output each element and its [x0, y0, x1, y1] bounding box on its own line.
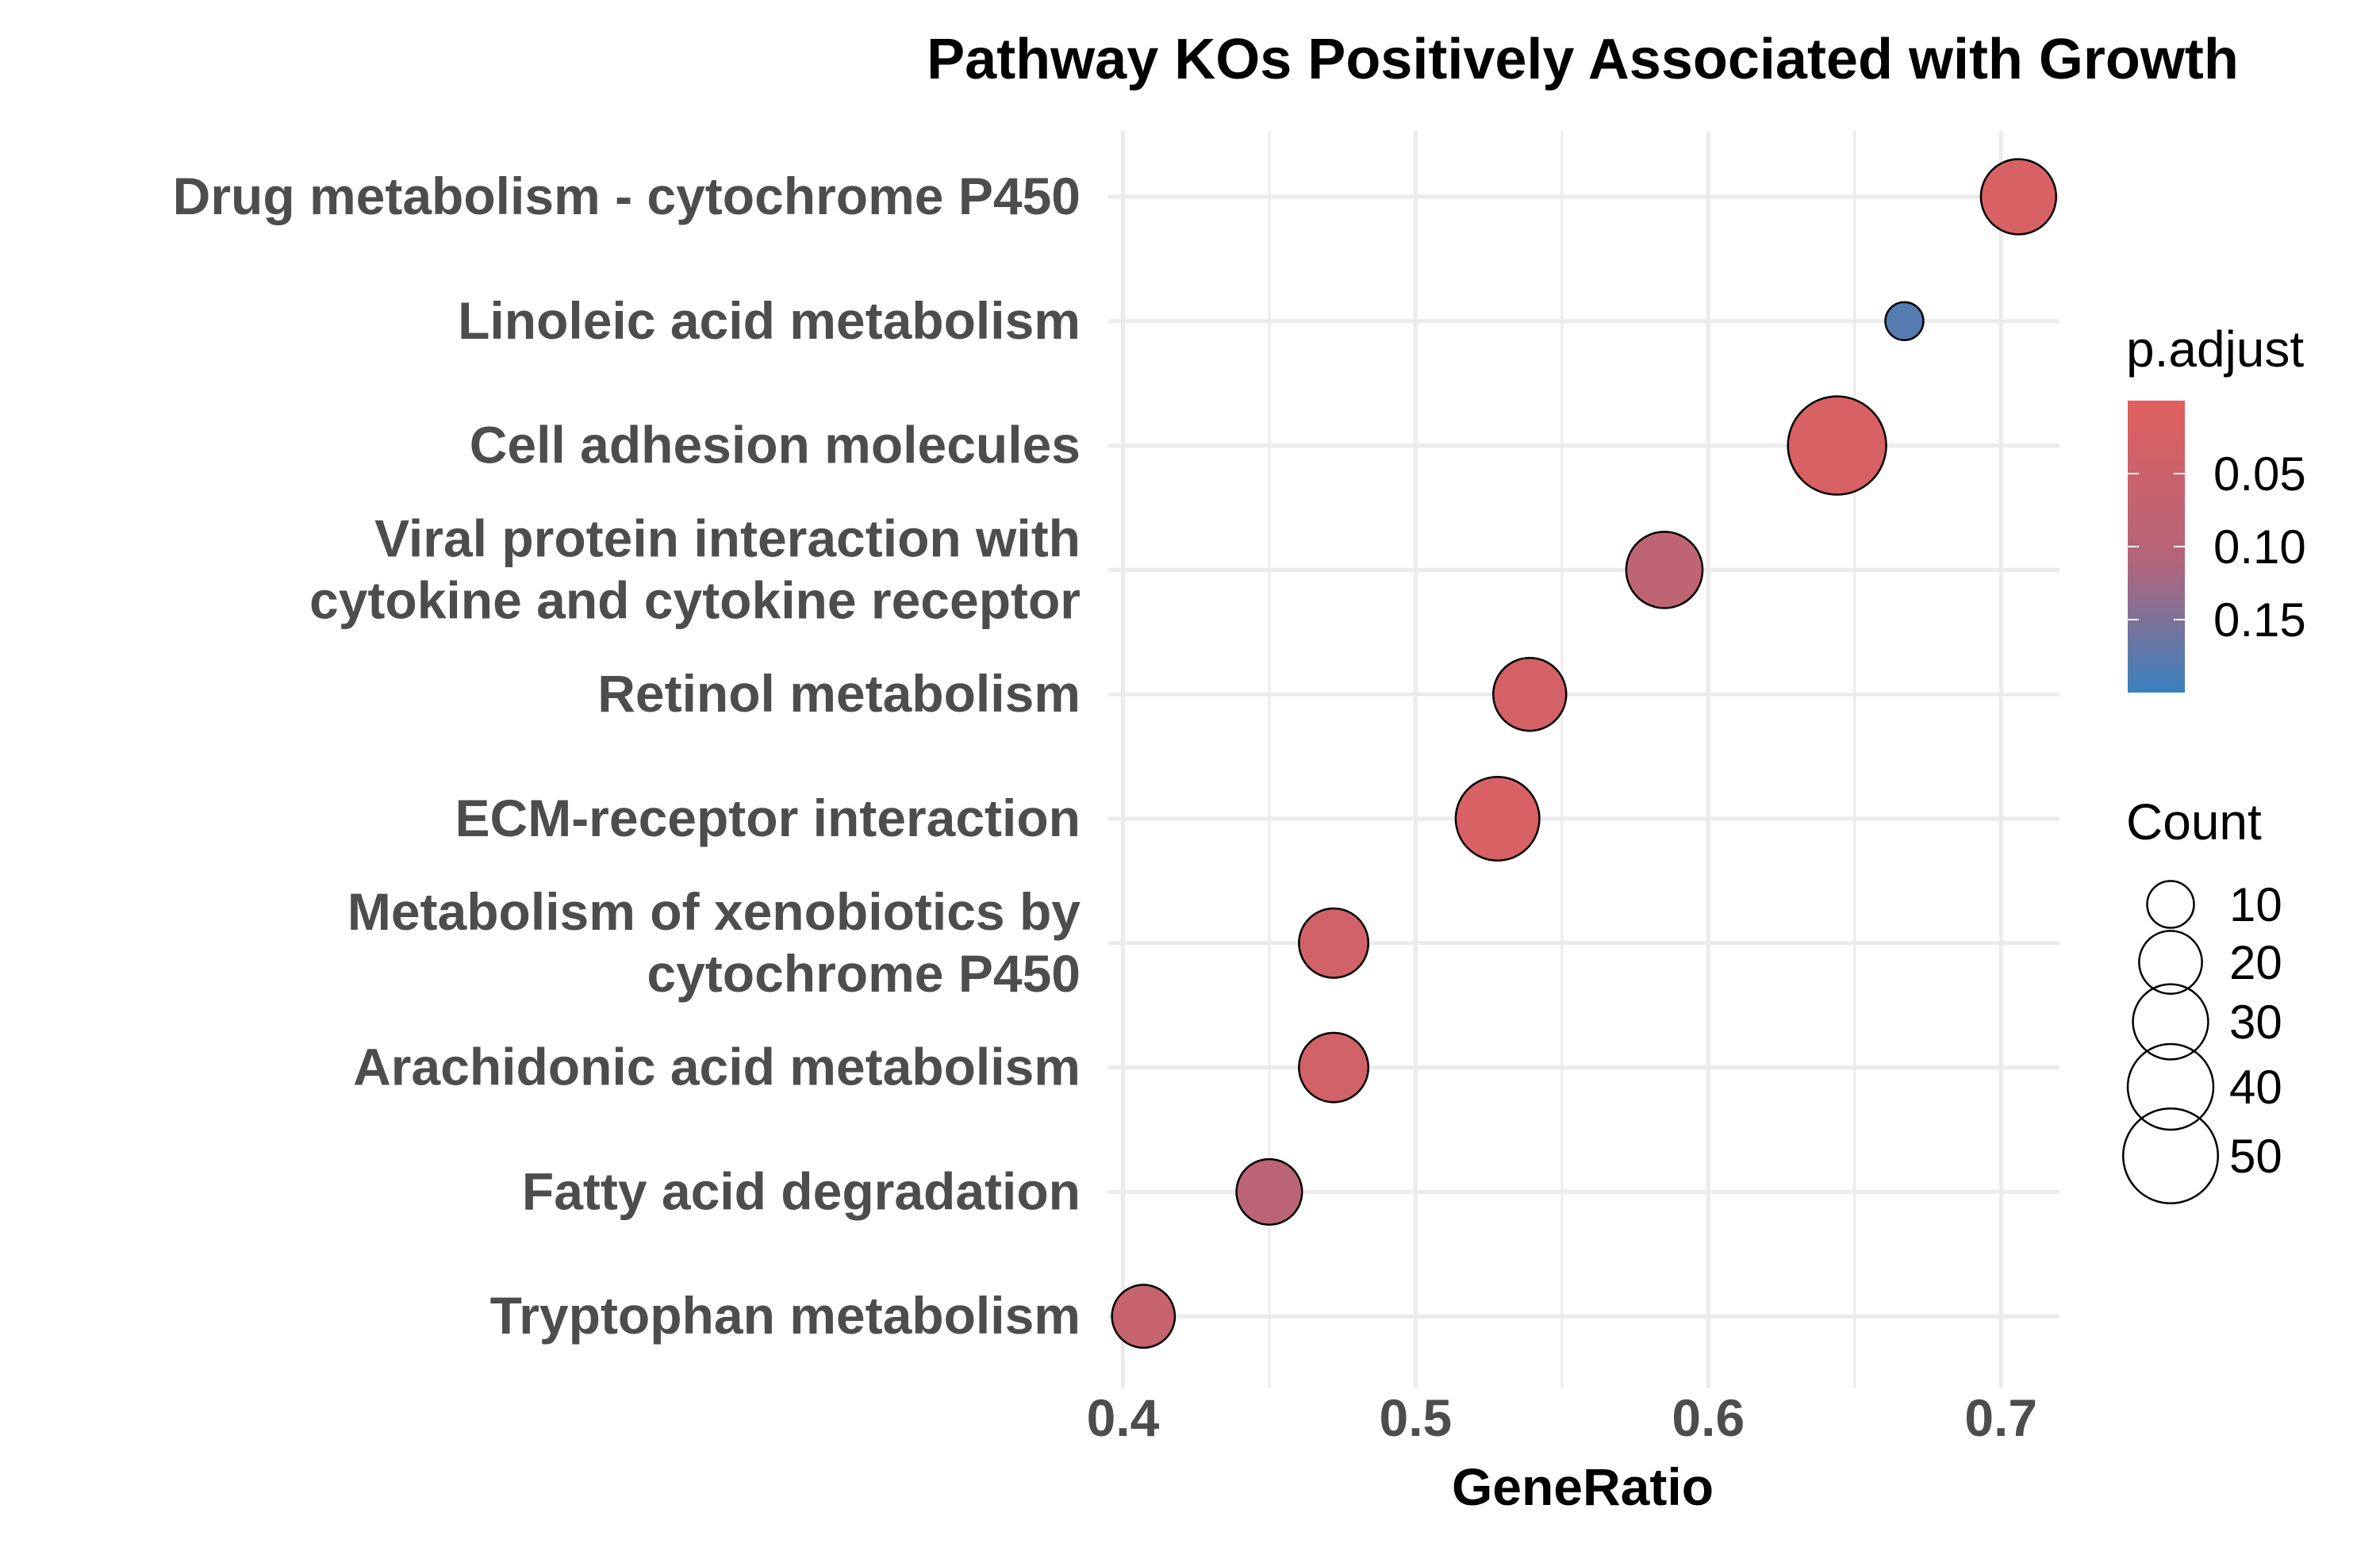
y-tick-label: ECM-receptor interaction — [455, 789, 1081, 847]
size-legend-circle — [2138, 930, 2203, 995]
x-tick-label: 0.6 — [1672, 1388, 1745, 1447]
data-point — [1979, 158, 2058, 236]
data-point — [1492, 656, 1568, 732]
data-point — [1298, 907, 1370, 979]
y-tick-label: Arachidonic acid metabolism — [353, 1038, 1081, 1096]
y-tick-label: cytochrome P450 — [647, 944, 1081, 1003]
grid — [1108, 131, 2059, 1388]
y-tick-label: Viral protein interaction with — [374, 509, 1081, 567]
x-tick-label: 0.4 — [1087, 1388, 1160, 1447]
size-legend-label: 30 — [2229, 996, 2282, 1049]
chart-title: Pathway KOs Positively Associated with G… — [927, 28, 2239, 91]
y-tick-label: Fatty acid degradation — [522, 1161, 1081, 1220]
y-tick-label: Metabolism of xenobiotics by — [347, 882, 1081, 941]
data-point — [1454, 776, 1541, 862]
data-point — [1298, 1031, 1370, 1104]
data-point — [1787, 395, 1887, 496]
y-tick-label: Cell adhesion molecules — [470, 416, 1081, 474]
color-legend-ticks: 0.05 0.10 0.15 — [2128, 447, 2306, 647]
x-axis-ticks: 0.4 0.5 0.6 0.7 — [1087, 1388, 2038, 1447]
y-tick-label: Drug metabolism - cytochrome P450 — [173, 167, 1081, 225]
color-legend-label: 0.05 — [2213, 447, 2306, 501]
size-legend-label: 10 — [2229, 878, 2282, 931]
size-legend-label: 40 — [2229, 1061, 2282, 1114]
y-tick-label: Linoleic acid metabolism — [458, 291, 1081, 350]
data-point — [1884, 301, 1925, 342]
x-tick-label: 0.5 — [1379, 1388, 1452, 1447]
size-legend-circle — [2132, 983, 2209, 1061]
size-legend-circle — [2121, 1107, 2220, 1205]
x-axis-title: GeneRatio — [1452, 1457, 1714, 1516]
data-point — [1235, 1157, 1303, 1226]
data-points — [1111, 158, 2058, 1349]
color-legend-title: p.adjust — [2126, 321, 2304, 378]
y-axis-labels: Drug metabolism - cytochrome P450 Linolei… — [173, 167, 1081, 1345]
size-legend-title: Count — [2126, 793, 2262, 850]
data-point — [1625, 531, 1704, 609]
color-legend-label: 0.15 — [2213, 593, 2306, 647]
y-tick-label: Tryptophan metabolism — [490, 1286, 1081, 1345]
x-tick-label: 0.7 — [1964, 1388, 2037, 1447]
data-point — [1111, 1284, 1177, 1349]
color-legend-label: 0.10 — [2213, 520, 2306, 574]
size-legend-circle — [2126, 1042, 2215, 1131]
size-legend-label: 20 — [2229, 936, 2282, 989]
y-tick-label: Retinol metabolism — [597, 664, 1081, 723]
y-tick-label: cytokine and cytokine receptor — [309, 570, 1081, 629]
size-legend-circle — [2146, 880, 2195, 929]
size-legend-label: 50 — [2229, 1130, 2282, 1183]
